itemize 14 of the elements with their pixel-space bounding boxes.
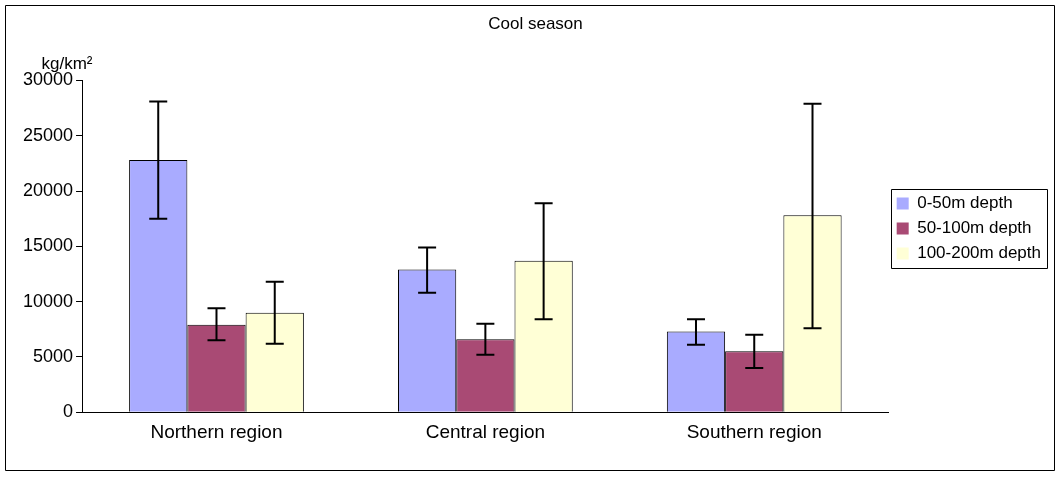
y-tick-label: 15000 [22, 235, 74, 256]
legend-label: 100-200m depth [917, 243, 1042, 263]
chart-title: Cool season [488, 13, 583, 33]
legend-label: 0-50m depth [917, 193, 1013, 213]
y-tick-label: 20000 [22, 179, 74, 200]
x-tick-label: Central region [425, 420, 546, 442]
y-tick-label: 5000 [33, 345, 74, 366]
x-tick-label: Northern region [150, 420, 283, 442]
y-tick-label: 25000 [22, 124, 74, 145]
x-tick-label: Southern region [686, 420, 822, 442]
y-axis-title: kg/km² [41, 53, 93, 73]
legend-label: 50-100m depth [917, 218, 1032, 238]
y-tick-label: 10000 [22, 290, 74, 311]
y-tick-label: 0 [63, 401, 74, 422]
